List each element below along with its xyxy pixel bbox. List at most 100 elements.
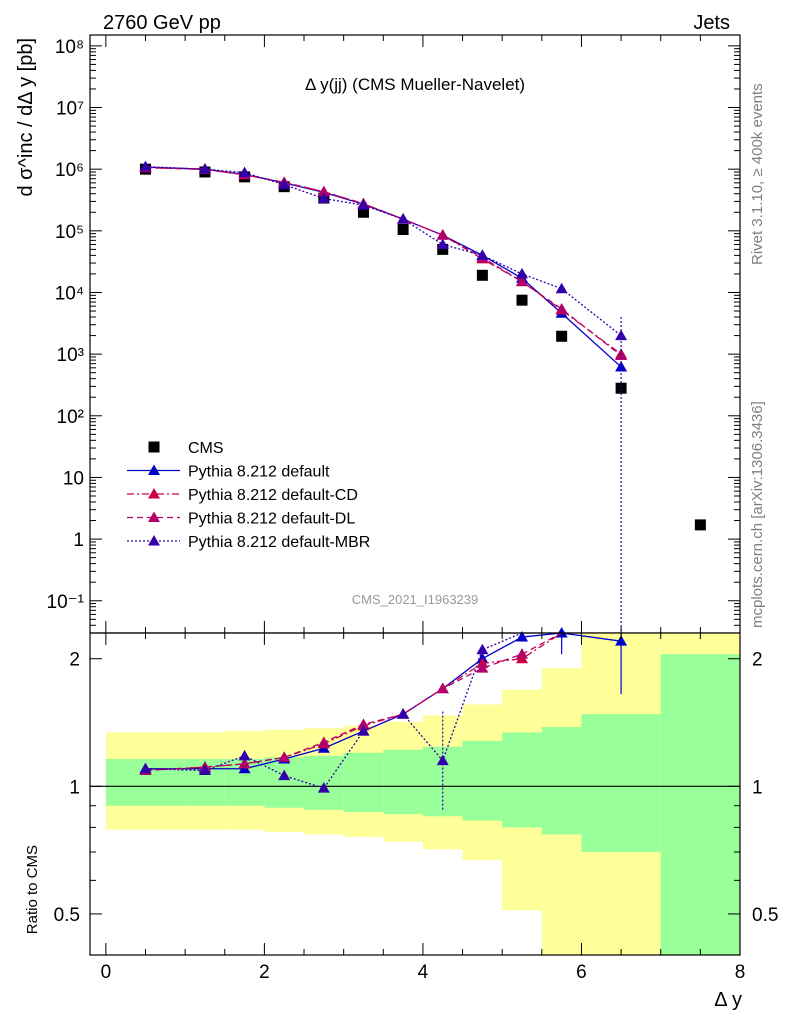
x-tick-label: 8: [735, 962, 746, 983]
data-point: [437, 243, 449, 255]
ratio-point: [436, 682, 449, 694]
data-point: [476, 269, 488, 281]
legend-label: CMS: [188, 440, 224, 457]
data-point: [317, 185, 330, 197]
main-y-tick-label: 10⁷: [56, 99, 84, 120]
data-point: [357, 206, 369, 218]
ratio-point: [139, 762, 152, 774]
ratio-point: [476, 662, 489, 673]
series-line: [145, 166, 622, 357]
x-tick-label: 2: [259, 962, 270, 983]
data-point: [516, 267, 529, 279]
ratio-line: [145, 632, 563, 772]
ratio-point: [476, 643, 489, 655]
main-y-tick-label: 10⁻¹: [47, 592, 85, 613]
legend-marker: [148, 511, 160, 522]
ratio-point: [357, 725, 370, 736]
legend-marker: [148, 464, 160, 475]
mcplots-label: mcplots.cern.ch [arXiv:1306.3436]: [749, 401, 766, 628]
ratio-point: [357, 718, 370, 729]
ratio-y-tick-label: 2: [69, 650, 80, 671]
ratio-y-axis-label: Ratio to CMS: [24, 845, 41, 934]
legend: CMS Pythia 8.212 default Pythia 8.212 defa…: [127, 440, 370, 551]
analysis-id: CMS_2021_I1963239: [352, 592, 479, 607]
ratio-y-tick-label-right: 1: [752, 777, 763, 798]
ratio-series-2: [139, 632, 562, 775]
data-point: [516, 275, 529, 287]
ratio-line: [145, 632, 523, 789]
legend-marker: [148, 441, 160, 453]
x-tick-label: 6: [576, 962, 587, 983]
data-point: [357, 199, 370, 210]
data-point: [436, 238, 449, 250]
ratio-series-3: [139, 632, 523, 793]
main-plot-panel: 10⁻¹ 1 10 10² 10³ 10⁴ 10⁵ 10⁶ 10⁷ 10⁸ Δ y(jj) (CM…: [15, 34, 741, 634]
data-point: [198, 163, 211, 174]
x-tick-label: 0: [101, 962, 112, 983]
legend-label: Pythia 8.212 default-MBR: [188, 534, 370, 551]
main-y-tick-label: 10²: [57, 407, 84, 428]
main-y-tick-label: 10: [63, 468, 84, 489]
ratio-plot-panel: 0.5 0.5 1 1 2 2 0 2 4 6 8 Ratio to CMS Δ y: [24, 627, 778, 1011]
header-left: 2760 GeV pp: [103, 12, 221, 34]
stat-uncertainty-band: [264, 757, 305, 808]
ratio-point: [397, 708, 410, 719]
ratio-point: [278, 769, 291, 781]
legend-marker: [148, 535, 160, 546]
main-y-tick-label: 10⁶: [55, 160, 84, 181]
stat-uncertainty-band: [462, 740, 503, 821]
data-point: [516, 294, 528, 306]
stat-uncertainty-band: [581, 714, 661, 852]
ratio-y-tick-label-right: 0.5: [752, 905, 778, 926]
legend-label: Pythia 8.212 default-DL: [188, 511, 355, 528]
data-point: [397, 213, 410, 224]
stat-uncertainty-band: [343, 752, 384, 812]
ratio-y-tick-label-right: 2: [752, 650, 763, 671]
stat-uncertainty-band: [660, 654, 740, 955]
ratio-point: [238, 757, 251, 769]
data-point: [555, 302, 568, 314]
data-point: [436, 229, 449, 240]
stat-uncertainty-band: [541, 727, 582, 835]
stat-uncertainty-band: [383, 749, 423, 815]
legend-marker: [148, 488, 160, 499]
main-y-tick-label: 1: [73, 530, 84, 551]
ratio-y-tick-label: 1: [69, 777, 80, 798]
ratio-point: [516, 648, 529, 659]
series-3: [139, 161, 628, 361]
series-2: [139, 161, 628, 359]
ratio-y-tick-label: 0.5: [54, 905, 80, 926]
main-y-tick-label: 10⁸: [55, 37, 84, 58]
data-point: [139, 160, 152, 172]
ratio-point: [238, 749, 251, 761]
series-1: [139, 161, 628, 372]
rivet-label: Rivet 3.1.10, ≥ 400k events: [749, 83, 766, 265]
data-point: [317, 192, 330, 203]
data-point: [694, 519, 706, 531]
legend-label: Pythia 8.212 default: [188, 464, 330, 481]
ratio-point: [317, 782, 330, 793]
main-y-tick-label: 10⁵: [55, 222, 84, 243]
ratio-line: [145, 632, 622, 770]
series-line: [145, 166, 622, 355]
series-line: [145, 165, 622, 337]
x-axis-label: Δ y: [714, 989, 742, 1011]
data-point: [397, 224, 409, 236]
data-point: [555, 282, 568, 294]
ratio-point: [278, 751, 291, 762]
header-right: Jets: [693, 12, 730, 34]
main-title: Δ y(jj) (CMS Mueller-Navelet): [305, 75, 525, 94]
ratio-point: [516, 631, 529, 642]
legend-label: Pythia 8.212 default-CD: [188, 487, 358, 504]
ratio-point: [198, 764, 211, 775]
main-y-axis-label: d σ^inc / dΔ y [pb]: [15, 38, 37, 197]
data-point: [615, 382, 627, 394]
data-point: [238, 166, 251, 178]
series-line: [145, 166, 622, 368]
stat-uncertainty-band: [502, 732, 542, 828]
data-point: [556, 330, 568, 342]
data-point: [278, 178, 291, 190]
x-tick-label: 4: [418, 962, 429, 983]
main-y-tick-label: 10⁴: [55, 283, 84, 304]
